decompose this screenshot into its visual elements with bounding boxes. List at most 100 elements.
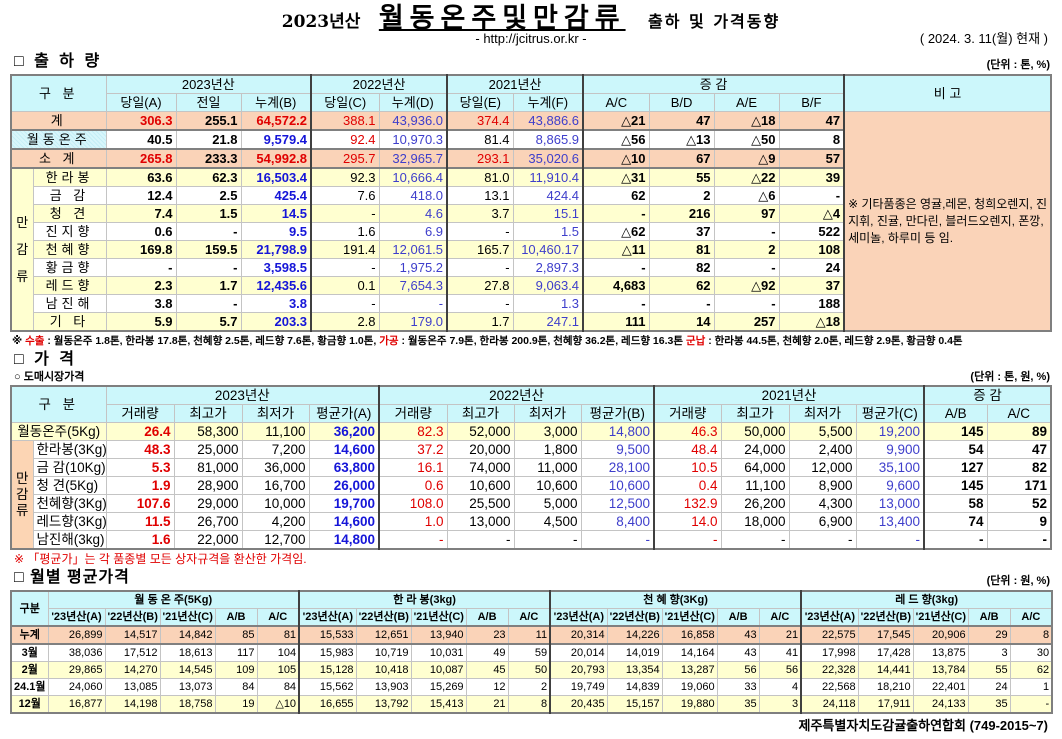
shipment-row: 월동온주 40.5 21.8 9,579.4 92.4 10,970.3 81.4 8,865… <box>10 129 1051 150</box>
footer-organization: 제주특별자치도감귤출하연합회 (749-2015~7) <box>798 718 1048 733</box>
shipment-cell: 159.5 <box>175 240 242 259</box>
column-header-group: 레 드 향(3kg) <box>800 590 1053 609</box>
shipment-cell: 55 <box>648 167 715 187</box>
shipment-cell: 2 <box>648 186 715 205</box>
row-label: 3월 <box>10 643 49 662</box>
shipment-cell: 5.7 <box>175 312 242 332</box>
column-header: '22년산(B) <box>104 608 161 627</box>
price-cell: 54 <box>923 440 988 459</box>
price-cell: 74,000 <box>446 458 515 477</box>
price-cell: 8,400 <box>580 512 655 531</box>
shipment-row: 황금향 - -3,598.5-1,975.2-2,897.3-82-24 <box>11 258 1051 277</box>
price-cell: 18,000 <box>720 512 790 531</box>
column-header: 당일(A) <box>105 93 177 112</box>
monthly-cell: 17,428 <box>857 643 914 662</box>
monthly-cell: 29,865 <box>47 661 106 679</box>
monthly-cell: 14,226 <box>606 625 663 645</box>
wholesale-price-subtitle: ○ 도매시장가격 <box>14 371 85 383</box>
header-row: '23년산(A) '22년산(B) '21년산(C) A/B A/C '23년산(A) '2… <box>11 608 1053 627</box>
monthly-cell: 17,911 <box>857 695 914 714</box>
column-header: A/E <box>713 93 780 112</box>
column-header: 누계(B) <box>240 93 312 112</box>
shipment-cell: 108 <box>778 240 845 259</box>
shipment-cell: 32,965.7 <box>378 148 448 169</box>
shipment-cell: 2.3 <box>105 276 177 295</box>
shipment-cell: 39 <box>778 167 845 187</box>
shipment-cell: △18 <box>778 312 845 332</box>
price-cell: 171 <box>986 476 1052 495</box>
price-cell: 46.3 <box>653 422 722 441</box>
shipment-cell: 10,460.17 <box>512 240 584 259</box>
column-header-gubun: 구 분 <box>10 385 107 423</box>
shipment-cell: 9,579.4 <box>240 129 312 150</box>
military-label: 군납 <box>685 335 706 347</box>
section-title-shipment: □ 출 하 량 <box>14 53 103 70</box>
shipment-cell: 16,503.4 <box>240 167 312 187</box>
shipment-row: 천혜향 169.8 159.5 21,798.9 191.4 12,061.5 165.7 1… <box>11 240 1051 259</box>
shipment-cell: 21.8 <box>175 129 242 150</box>
shipment-cell: 13.1 <box>446 186 514 205</box>
price-cell: 63,800 <box>308 458 380 477</box>
shipment-cell: △56 <box>582 129 650 150</box>
shipment-cell: 111 <box>582 312 650 332</box>
shipment-cell: 1.3 <box>512 294 584 313</box>
row-label: 황금향 <box>32 258 107 277</box>
shipment-cell: △18 <box>713 111 780 131</box>
monthly-row: 2월 29,865 14,270 14,545 109 105 15,128 10,418 10… <box>10 661 1053 679</box>
monthly-cell: 15,128 <box>298 661 357 679</box>
monthly-cell: 19,749 <box>549 678 608 696</box>
price-cell: 16.1 <box>378 458 448 477</box>
row-label: 청 견(5Kg) <box>32 476 107 495</box>
shipment-cell: 1.7 <box>446 312 514 332</box>
export-label: 수출 <box>25 335 45 347</box>
price-cell: - <box>378 530 448 550</box>
price-cell: 25,000 <box>173 440 243 459</box>
website-url[interactable]: - http://jcitrus.or.kr - <box>475 31 587 46</box>
price-cell: 11.5 <box>105 512 175 531</box>
shipment-row: 남진해 3.8-3.8- - -1.3- - -188 <box>11 294 1051 313</box>
shipment-cell: - <box>582 294 650 313</box>
row-label: 천혜향 <box>32 240 107 259</box>
monthly-cell: 22,575 <box>800 625 859 645</box>
shipment-cell: 43,886.6 <box>512 111 584 131</box>
shipment-cell: 216 <box>648 204 715 223</box>
shipment-cell: △62 <box>582 222 650 241</box>
shipment-cell: 54,992.8 <box>240 148 312 169</box>
price-cell: 11,100 <box>241 422 310 441</box>
monthly-cell: 20,314 <box>549 625 608 645</box>
shipment-cell: △10 <box>582 148 650 169</box>
monthly-cell: 43 <box>716 643 760 662</box>
shipment-cell: - <box>446 222 514 241</box>
price-cell: 11,000 <box>513 458 582 477</box>
column-header: A/B <box>967 608 1011 627</box>
shipment-cell: 2,897.3 <box>512 258 584 277</box>
column-header: '23년산(A) <box>549 608 608 627</box>
price-cell: 10,600 <box>446 476 515 495</box>
column-header: '23년산(A) <box>298 608 357 627</box>
shipment-cell: 97 <box>713 204 780 223</box>
shipment-cell: 47 <box>778 111 845 131</box>
shipment-cell: 4.6 <box>378 204 448 223</box>
shipment-cell: 203.3 <box>240 312 312 332</box>
column-header: 최저가 <box>241 404 310 423</box>
price-cell: 36,000 <box>241 458 310 477</box>
shipment-footnote: ※ 수출 : 월동온주 1.8톤, 한라봉 17.8톤, 천혜향 2.5톤, 레… <box>0 332 1062 348</box>
price-cell: - <box>513 530 582 550</box>
shipment-cell: 1.6 <box>310 222 380 241</box>
price-row: 청 견(5Kg) 1.9 28,900 16,700 26,000 0.6 10,600 10… <box>11 476 1052 495</box>
price-cell: 11,100 <box>720 476 790 495</box>
monthly-cell: 84 <box>256 678 300 696</box>
shipment-cell: 12,061.5 <box>378 240 448 259</box>
monthly-cell: 18,210 <box>857 678 914 696</box>
row-label: 월동온주 <box>10 129 107 150</box>
column-header: 평균가(C) <box>855 404 925 423</box>
monthly-cell: 17,998 <box>800 643 859 662</box>
price-cell: 3,000 <box>513 422 582 441</box>
title-main: 월동온주및만감류 <box>378 3 626 33</box>
column-header: A/B <box>214 608 258 627</box>
price-cell: 9,600 <box>855 476 925 495</box>
monthly-price-table: 구분 월 동 온 주(5Kg) 한 라 봉(3kg) 천 혜 향(3Kg) 레 드 향(… <box>10 590 1054 714</box>
shipment-cell: - <box>175 258 242 277</box>
column-header: 최고가 <box>173 404 243 423</box>
monthly-cell: 14,019 <box>606 643 663 662</box>
